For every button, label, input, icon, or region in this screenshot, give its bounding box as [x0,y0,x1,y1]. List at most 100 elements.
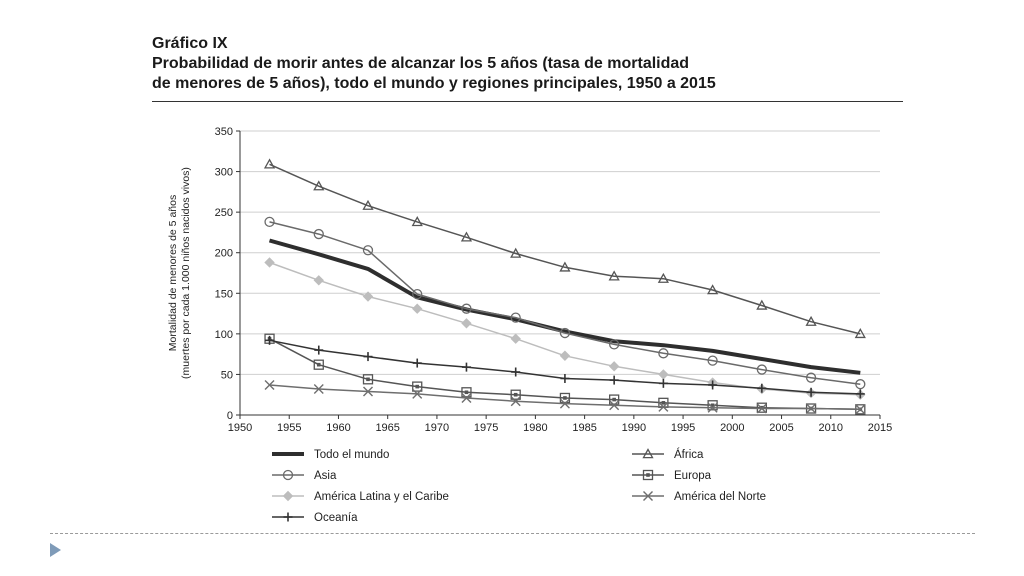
marker-x-stroke [559,398,570,409]
marker-triangle [608,270,620,281]
y-tick-label: 300 [215,167,233,179]
marker-square [362,374,374,385]
marker-plus [708,380,718,390]
marker-x [264,379,275,390]
marker-square-inner [316,362,321,367]
marker-diamond [313,275,324,286]
marker-square [609,394,620,405]
marker-circle [461,303,472,314]
marker-x-stroke [643,491,653,501]
marker-x [559,398,570,409]
marker-x [707,402,718,413]
series-line [269,163,861,335]
marker-x [313,384,324,395]
marker-circle [855,379,866,390]
marker-square [642,469,654,481]
marker-x [658,401,669,412]
marker-x-stroke [461,392,472,403]
legend-label: Todo el mundo [314,449,389,461]
x-tick-label: 2000 [720,422,744,434]
marker-square-inner [612,397,616,402]
series-africa [263,158,866,339]
marker-triangle [263,158,276,169]
y-tick-label: 100 [215,329,233,341]
x-tick-label: 2010 [819,422,843,434]
x-tick-label: 1995 [671,422,695,434]
marker-circle [805,372,817,383]
marker-x-stroke [707,402,718,413]
marker-diamond [264,257,275,268]
marker-square-outer [609,394,620,405]
marker-plus [461,362,471,372]
marker-square-inner [464,390,469,395]
legend-item: América Latina y el Caribe [272,490,449,503]
marker-x [363,386,373,397]
figure-title-block: Gráfico IX Probabilidad de morir antes d… [152,34,912,94]
marker-square-outer [642,469,654,481]
marker-x [643,491,653,501]
marker-square-inner [646,473,650,477]
marker-triangle [854,328,866,339]
legend-label: América Latina y el Caribe [314,491,449,503]
legend-label: Europa [674,470,712,482]
marker-triangle [756,299,768,310]
marker-triangle [460,231,473,242]
marker-x [855,404,866,415]
marker-square-outer [313,359,324,370]
marker-triangle [805,315,817,326]
y-axis-label-line-2: (muertes por cada 1.000 niños nacidos vi… [180,167,192,379]
marker-x-stroke [756,403,767,414]
marker-plus [609,375,619,385]
marker-x-stroke [806,403,817,414]
marker-triangle [559,261,571,272]
marker-x-stroke [658,401,669,412]
legend-label: América del Norte [674,491,766,503]
marker-plus [560,373,570,383]
x-tick-label: 1950 [228,422,252,434]
marker-square-outer [461,387,472,398]
series-line [269,221,861,385]
marker-x [461,392,472,403]
series-todo-el-mundo [268,238,861,375]
marker-x-stroke [264,379,275,390]
marker-diamond [608,361,620,372]
series-line [268,238,861,375]
marker-triangle [642,448,654,459]
marker-plus [855,389,865,399]
figure-label: Gráfico IX [152,35,228,52]
legend-item: África [632,448,704,461]
marker-x [510,396,521,407]
marker-square-outer [362,374,374,385]
marker-plus [363,352,373,362]
y-tick-label: 0 [227,410,233,422]
marker-circle [264,216,275,228]
series-asia [264,216,866,390]
marker-square-outer [510,389,521,400]
marker-x [412,388,423,399]
x-tick-label: 2015 [868,422,892,434]
marker-x-stroke [313,384,324,395]
marker-square-inner [661,401,666,405]
marker-circle [313,228,324,240]
marker-x [806,403,817,414]
marker-plus [757,383,767,393]
marker-circle [412,288,423,300]
marker-x [609,400,620,411]
legend-label: Asia [314,470,337,482]
marker-square-outer [707,400,718,411]
marker-square [461,387,472,398]
slide-divider [50,533,975,534]
y-tick-label: 250 [215,207,233,219]
marker-square-outer [412,381,423,392]
marker-diamond [559,350,571,361]
legend-item: Asia [272,469,337,482]
marker-circle [609,339,620,350]
marker-plus [283,512,293,522]
marker-triangle [510,247,522,258]
marker-square-inner [415,384,420,389]
marker-circle [282,469,294,481]
marker-square [559,392,571,404]
y-axis-label-line-1: Mortalidad de menores de 5 años [167,195,179,351]
marker-plus [658,378,668,388]
marker-square [412,381,423,392]
